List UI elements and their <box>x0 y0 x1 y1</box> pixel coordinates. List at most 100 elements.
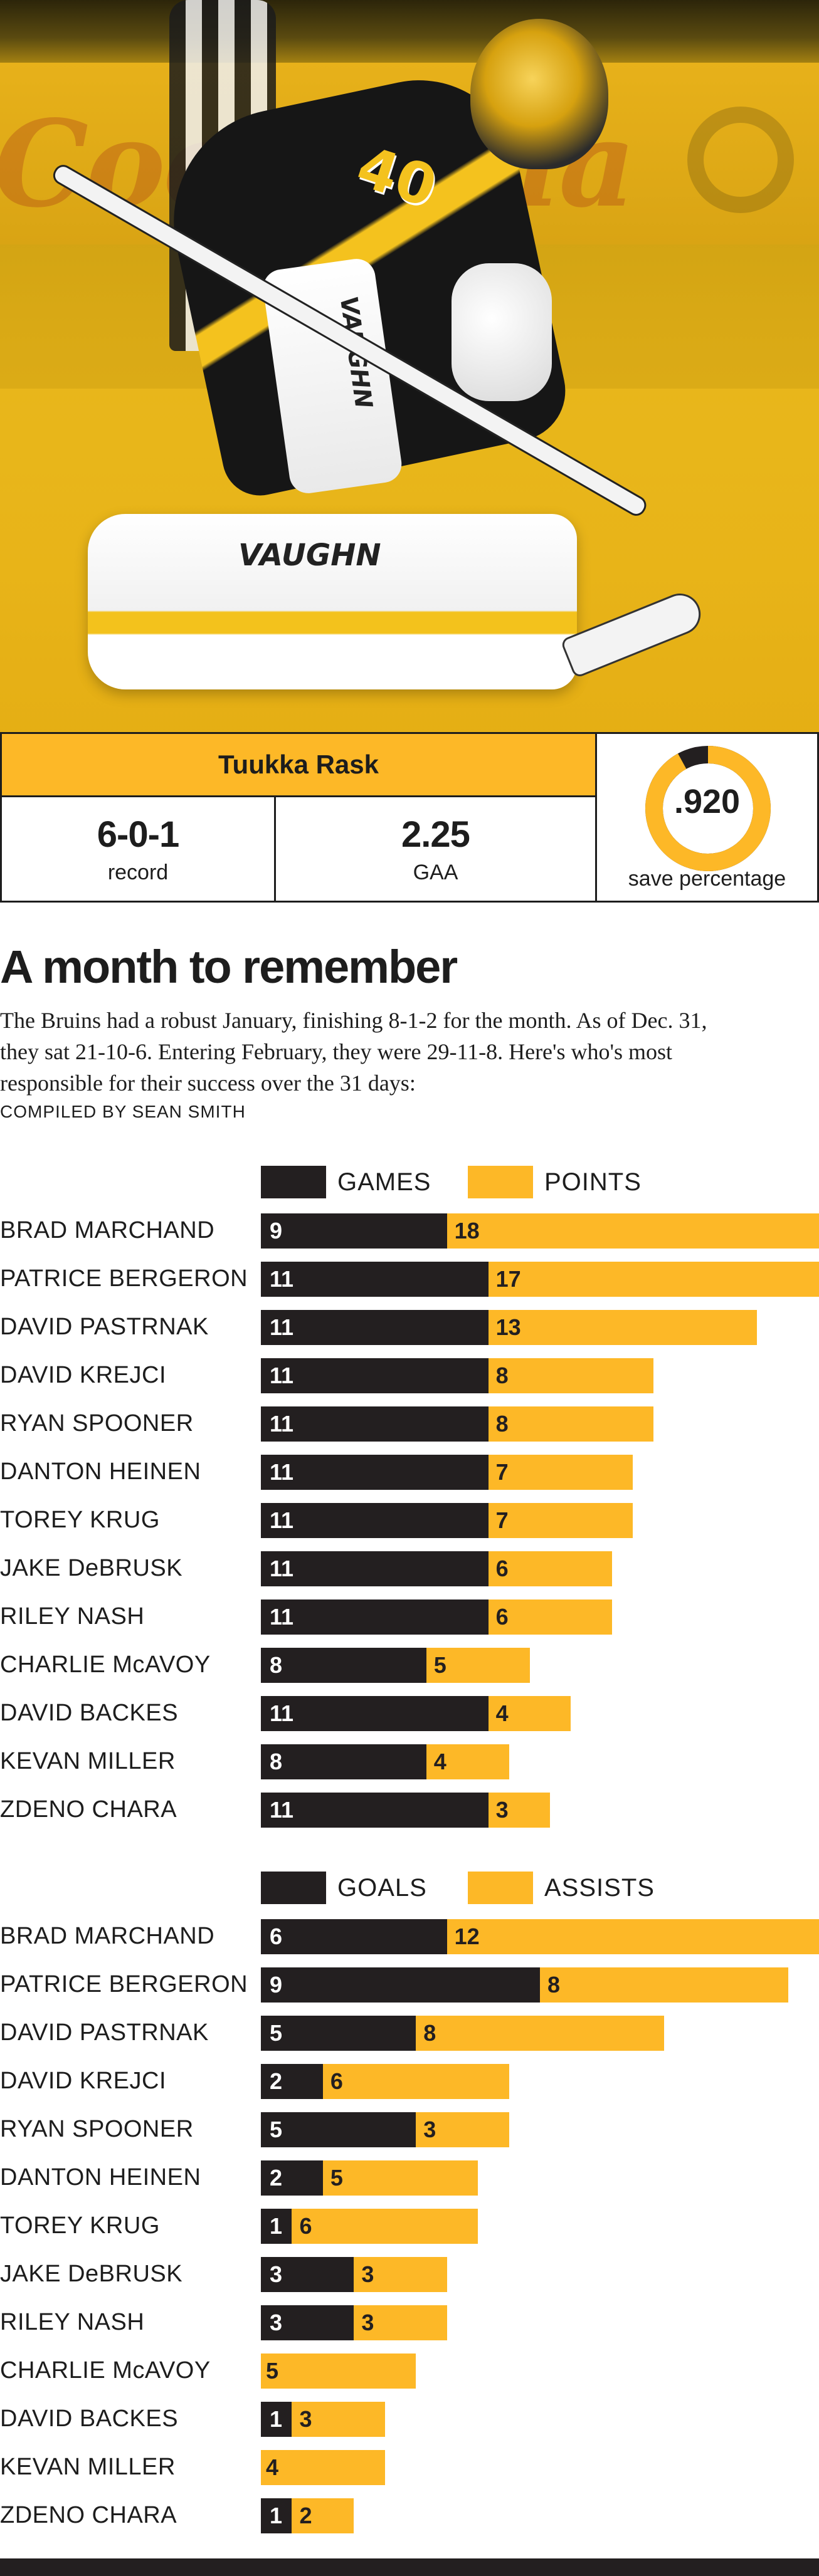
value-label-points: 13 <box>495 1314 521 1340</box>
catching-glove <box>452 263 552 401</box>
value-label-points: 6 <box>495 1556 509 1581</box>
leg-pads <box>88 514 577 689</box>
chart-row: BRAD MARCHAND 6 12 <box>0 1919 819 1954</box>
bar-assists <box>416 2112 509 2147</box>
bar-games <box>261 1696 489 1731</box>
legend-label-points: POINTS <box>544 1168 642 1196</box>
games-points-chart: GAMES POINTS BRAD MARCHAND 9 18 PATRICE BERGE… <box>0 1163 819 1828</box>
legend-label-goals: GOALS <box>337 1874 427 1902</box>
bar-games <box>261 1406 489 1442</box>
gaa-label: GAA <box>413 860 458 884</box>
value-label-games: 11 <box>270 1459 294 1485</box>
player-label: CHARLIE McAVOY <box>0 2357 211 2384</box>
value-label-assists: 6 <box>299 2213 312 2239</box>
bar-points <box>446 1213 819 1249</box>
chart-row: KEVAN MILLER 8 4 <box>0 1744 819 1779</box>
bar-points <box>488 1358 654 1393</box>
player-label: RILEY NASH <box>0 2309 145 2335</box>
bar-assists <box>322 2064 509 2099</box>
value-label-assists: 6 <box>330 2068 343 2094</box>
value-label-assists: 3 <box>423 2117 436 2142</box>
goals-assists-chart: GOALS ASSISTS BRAD MARCHAND 6 12 PATRICE BERG… <box>0 1869 819 2533</box>
value-label-points: 8 <box>495 1363 509 1388</box>
chart-row: DAVID KREJCI 11 8 <box>0 1358 819 1393</box>
value-label-points: 7 <box>495 1507 509 1533</box>
bar-points <box>488 1600 613 1635</box>
bar-games <box>261 1648 426 1683</box>
record-value: 6-0-1 <box>97 814 179 855</box>
bar-points <box>488 1262 819 1297</box>
headline: A month to remember <box>0 941 458 993</box>
player-label: DAVID BACKES <box>0 2406 179 2432</box>
gaa-value: 2.25 <box>401 814 470 855</box>
value-label-goals: 3 <box>270 2310 283 2335</box>
chart-row: RYAN SPOONER 5 3 <box>0 2112 819 2147</box>
save-percentage-arc <box>645 746 771 871</box>
player-label: JAKE DeBRUSK <box>0 2261 183 2287</box>
chart-row: DAVID PASTRNAK 5 8 <box>0 2016 819 2051</box>
save-label: save percentage <box>628 867 786 891</box>
value-label-goals: 1 <box>270 2503 283 2528</box>
bar-games <box>261 1455 489 1490</box>
chart-row: DANTON HEINEN 11 7 <box>0 1455 819 1490</box>
legend-label-assists: ASSISTS <box>544 1874 655 1902</box>
player-label: KEVAN MILLER <box>0 2454 176 2480</box>
bar-points <box>488 1455 633 1490</box>
value-label-assists: 8 <box>423 2020 436 2046</box>
bar-assists <box>261 2450 385 2485</box>
value-label-points: 8 <box>495 1411 509 1437</box>
player-label: JAKE DeBRUSK <box>0 1555 183 1581</box>
value-label-goals: 2 <box>270 2068 283 2094</box>
value-label-goals: 1 <box>270 2406 283 2432</box>
chart-row: DAVID BACKES 1 3 <box>0 2402 819 2437</box>
chart-row: DAVID BACKES 11 4 <box>0 1696 819 1731</box>
bar-goals <box>261 2209 292 2244</box>
value-label-games: 11 <box>270 1411 294 1437</box>
save-value: .920 <box>674 783 741 820</box>
value-label-goals: 1 <box>270 2213 283 2239</box>
bar-goals <box>261 2257 354 2292</box>
chart-row: JAKE DeBRUSK 11 6 <box>0 1551 819 1586</box>
value-label-games: 9 <box>270 1218 283 1243</box>
bar-points <box>488 1310 758 1345</box>
bar-assists <box>292 2498 354 2533</box>
credit-line: COMPILED BY SEAN SMITH <box>0 1102 246 1121</box>
value-label-assists: 5 <box>330 2165 343 2191</box>
chart-row: PATRICE BERGERON 11 17 <box>0 1262 819 1297</box>
bar-games <box>261 1793 489 1828</box>
bar-goals <box>261 2112 416 2147</box>
player-label: RYAN SPOONER <box>0 1410 194 1437</box>
value-label-points: 3 <box>495 1797 509 1823</box>
player-label: DAVID PASTRNAK <box>0 2019 209 2046</box>
player-label: DANTON HEINEN <box>0 1458 201 1485</box>
player-label: TOREY KRUG <box>0 1507 160 1533</box>
value-label-points: 6 <box>495 1604 509 1630</box>
bar-assists <box>322 2160 478 2196</box>
save-percentage-cell: .920 save percentage <box>595 732 819 903</box>
value-label-assists: 5 <box>266 2358 279 2384</box>
value-label-assists: 3 <box>299 2406 312 2432</box>
player-label: DAVID KREJCI <box>0 1362 167 1388</box>
bar-assists <box>354 2305 447 2340</box>
bar-goals <box>261 1919 447 1954</box>
value-label-assists: 2 <box>299 2503 312 2528</box>
bar-games <box>261 1503 489 1538</box>
value-label-games: 11 <box>270 1797 294 1823</box>
value-label-goals: 9 <box>270 1972 283 1997</box>
bar-points <box>488 1503 633 1538</box>
chart-row: JAKE DeBRUSK 3 3 <box>0 2257 819 2292</box>
bar-assists <box>416 2016 664 2051</box>
chart-row: CHARLIE McAVOY 8 5 <box>0 1648 819 1683</box>
value-label-goals: 5 <box>270 2020 283 2046</box>
bar-assists <box>261 2353 416 2389</box>
player-label: DAVID PASTRNAK <box>0 1314 209 1340</box>
value-label-points: 4 <box>495 1700 509 1726</box>
value-label-games: 8 <box>270 1749 283 1774</box>
dek: The Bruins had a robust January, finishi… <box>0 1005 815 1099</box>
chart-row: DAVID PASTRNAK 11 13 <box>0 1310 819 1345</box>
chart-row: TOREY KRUG 1 6 <box>0 2209 819 2244</box>
player-label: BRAD MARCHAND <box>0 1217 215 1243</box>
chart-row: ZDENO CHARA 1 2 <box>0 2498 819 2533</box>
player-label: DANTON HEINEN <box>0 2164 201 2191</box>
value-label-points: 7 <box>495 1459 509 1485</box>
